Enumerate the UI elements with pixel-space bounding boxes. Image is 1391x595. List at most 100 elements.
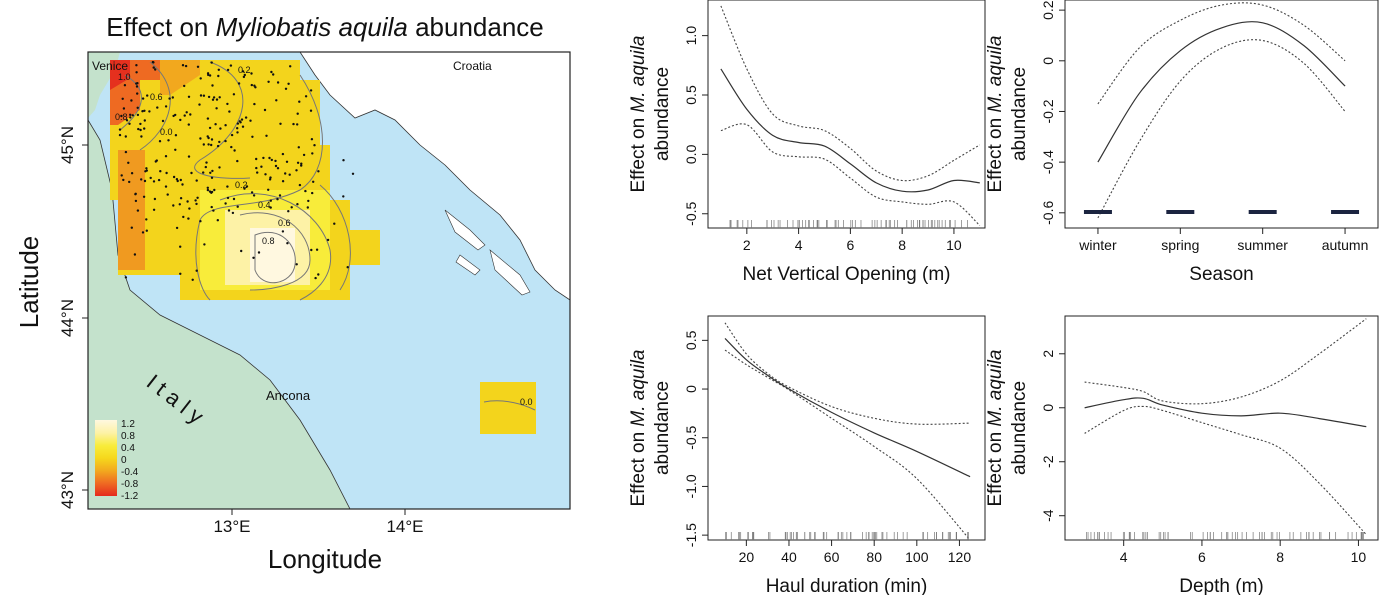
x-tick-label: 40 xyxy=(781,549,797,565)
y-axis-label-prefix: Effect on xyxy=(985,113,1006,193)
y-tick-label: -1.0 xyxy=(683,474,699,498)
sampling-point xyxy=(210,143,213,147)
sampling-point xyxy=(274,164,278,168)
legend-label: -0.8 xyxy=(121,479,139,490)
sampling-point xyxy=(295,263,298,266)
sampling-point xyxy=(284,172,287,175)
sampling-point xyxy=(164,155,168,158)
sampling-point xyxy=(351,172,355,175)
sampling-point xyxy=(125,119,129,122)
sampling-point xyxy=(298,100,301,103)
legend-label: -0.4 xyxy=(121,467,139,478)
sampling-point xyxy=(287,210,290,213)
sampling-point xyxy=(254,86,257,89)
map-y-tick: 44°N xyxy=(58,299,77,337)
sampling-point xyxy=(167,139,170,142)
sampling-point xyxy=(263,108,267,112)
sampling-point xyxy=(209,171,212,174)
x-tick-label: autumn xyxy=(1322,237,1369,253)
sampling-point xyxy=(175,178,179,181)
sampling-point xyxy=(127,161,130,164)
sampling-point xyxy=(154,160,157,163)
sampling-point xyxy=(152,180,156,183)
sampling-point xyxy=(145,218,148,221)
sampling-point xyxy=(249,119,252,122)
sampling-point xyxy=(219,127,222,130)
sampling-point xyxy=(208,190,212,193)
x-tick-label: 4 xyxy=(795,237,803,253)
sampling-point xyxy=(187,95,191,99)
y-tick-label: -4 xyxy=(1040,509,1056,522)
sampling-point xyxy=(231,211,235,215)
sampling-point xyxy=(181,183,184,186)
sampling-point xyxy=(309,109,313,112)
sampling-point xyxy=(152,66,155,69)
island xyxy=(489,249,531,296)
sampling-point xyxy=(317,170,320,173)
sampling-point xyxy=(236,131,239,134)
sampling-point xyxy=(236,159,239,163)
legend-label: 0 xyxy=(121,455,127,466)
sampling-point xyxy=(215,107,218,110)
sampling-point xyxy=(183,114,186,117)
sampling-point xyxy=(179,197,183,200)
sampling-point xyxy=(188,207,191,210)
sampling-point xyxy=(242,75,246,79)
lower-ci-line xyxy=(1097,39,1346,219)
sampling-point xyxy=(212,209,215,212)
sampling-point xyxy=(131,114,134,117)
x-tick-label: 2 xyxy=(743,237,751,253)
sampling-point xyxy=(194,199,197,202)
sampling-point xyxy=(196,196,199,199)
lower-ci-line xyxy=(720,123,981,227)
sampling-point xyxy=(159,170,162,173)
y-axis-label-prefix: Effect on xyxy=(985,427,1006,507)
contour-label: 0.2 xyxy=(238,65,251,75)
gam-panel: 1.0 0.5 0.0 -0.5 2 4 6 8 10 Net Vertical Opening … xyxy=(628,0,986,285)
sampling-point xyxy=(233,149,236,152)
sampling-point xyxy=(139,122,142,126)
sampling-point xyxy=(191,278,194,281)
sampling-point xyxy=(250,191,254,194)
place-croatia: Croatia xyxy=(453,59,492,73)
sampling-point xyxy=(296,112,299,115)
sampling-point xyxy=(129,116,132,119)
sampling-point xyxy=(265,134,268,137)
sampling-point xyxy=(199,137,202,140)
plot-frame xyxy=(707,315,986,541)
sampling-point xyxy=(232,197,236,201)
sampling-point xyxy=(181,63,185,67)
sampling-point xyxy=(313,144,316,147)
sampling-point xyxy=(217,74,220,78)
contour-label: 0.0 xyxy=(160,127,173,137)
sampling-point xyxy=(312,180,315,183)
sampling-point xyxy=(121,97,124,101)
lower-ci-line xyxy=(1084,405,1367,535)
sampling-point xyxy=(270,158,273,162)
sampling-point xyxy=(226,102,229,106)
sampling-point xyxy=(275,99,278,102)
map-title-suffix: abundance xyxy=(408,12,544,42)
y-axis-label-prefix: Effect on xyxy=(628,113,649,193)
sampling-point xyxy=(284,87,288,91)
sampling-point xyxy=(195,202,198,206)
sampling-point xyxy=(255,157,258,161)
sampling-point xyxy=(207,73,210,77)
sampling-point xyxy=(202,94,206,97)
x-tick-label: 100 xyxy=(905,549,929,565)
sampling-point xyxy=(310,248,313,252)
sampling-point xyxy=(216,219,219,222)
gam-panels: 1.0 0.5 0.0 -0.5 2 4 6 8 10 Net Vertical Opening … xyxy=(628,0,1379,595)
italy-land xyxy=(87,118,351,510)
sampling-point xyxy=(142,195,146,198)
x-tick-label: 10 xyxy=(1351,549,1367,565)
sampling-point xyxy=(342,195,345,198)
sampling-point xyxy=(153,197,157,201)
sampling-point xyxy=(206,117,210,120)
place-venice: Venice xyxy=(92,59,128,73)
sampling-point xyxy=(274,159,277,163)
sampling-point xyxy=(298,183,302,187)
upper-ci-line xyxy=(724,322,971,425)
sampling-point xyxy=(267,80,270,84)
sampling-point xyxy=(206,188,210,192)
